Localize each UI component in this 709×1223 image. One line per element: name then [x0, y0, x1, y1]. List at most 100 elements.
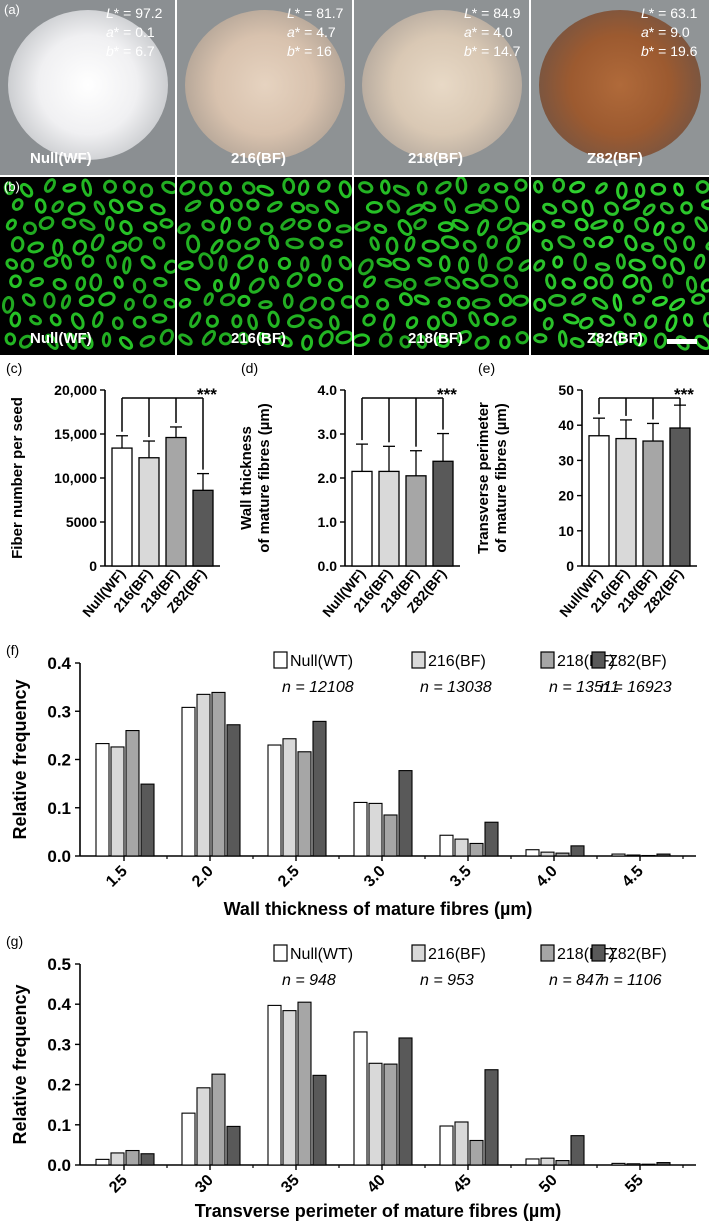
fibre-cell — [61, 254, 72, 270]
fibre-cell — [72, 239, 87, 256]
photo-null-wf: (a) L* = 97.2 a* = 0.1 b* = 6.7 Null(WF) — [0, 0, 175, 175]
bar — [110, 746, 125, 857]
fibre-cell — [338, 180, 352, 199]
sample-name: Z82(BF) — [587, 150, 643, 167]
fibre-cell — [515, 331, 529, 345]
legend-n: n = 1106 — [600, 972, 662, 989]
legend-swatch — [411, 944, 426, 962]
fibre-cell — [700, 278, 709, 293]
legend-swatch — [540, 944, 555, 962]
fibre-cell — [241, 181, 256, 195]
y-tick-label: 1.0 — [318, 514, 338, 530]
y-axis-label: Relative frequency — [10, 679, 30, 839]
fibre-cell — [440, 235, 460, 250]
fibre-cell — [19, 182, 34, 198]
panel-b-label: (b) — [4, 179, 20, 194]
bar — [353, 801, 368, 857]
fibre-cell — [613, 218, 624, 234]
fibre-cell — [282, 293, 294, 309]
y-tick-label: 0.4 — [47, 654, 71, 673]
bar — [439, 834, 454, 857]
fibre-cell — [111, 240, 128, 253]
a-value: 4.0 — [493, 24, 513, 40]
fibre-cell — [624, 234, 638, 252]
fibre-cell — [665, 314, 678, 333]
bar — [383, 814, 398, 857]
fibre-cell — [378, 332, 393, 348]
bar — [656, 1162, 671, 1166]
fibre-cell — [501, 315, 517, 327]
bar — [378, 470, 400, 567]
fibre-cell — [623, 312, 637, 327]
fibre-cell — [561, 199, 578, 214]
bar — [540, 1157, 555, 1166]
fibre-cell — [301, 334, 314, 351]
micrograph-null-wf: (b) Null(WF) — [0, 177, 175, 355]
l-value: 97.2 — [135, 5, 163, 21]
x-tick-label: 45 — [450, 1172, 475, 1197]
fibre-cell — [506, 235, 521, 253]
fibre-cell — [103, 179, 117, 194]
x-tick-label: 2.5 — [275, 863, 303, 891]
fibre-cell — [108, 198, 124, 215]
fibre-cell — [201, 219, 216, 232]
fibre-cell — [683, 235, 695, 251]
bar — [125, 730, 140, 857]
fibre-cell — [153, 276, 168, 288]
fibre-cell — [405, 316, 419, 330]
fibre-cell — [70, 312, 85, 330]
fibre-cell — [163, 297, 175, 309]
fibre-cell — [613, 330, 627, 346]
fibre-cell — [118, 335, 134, 350]
bar — [656, 853, 671, 857]
fibre-cell — [237, 294, 251, 307]
fibre-cell — [320, 296, 335, 311]
bar — [297, 751, 312, 857]
bar — [484, 821, 499, 857]
bar — [110, 1152, 125, 1166]
fibre-cell — [38, 216, 55, 231]
panel-label: (e) — [478, 360, 495, 376]
fibre-cell — [11, 198, 24, 211]
fibre-cell — [421, 239, 440, 253]
fibre-cell — [416, 180, 428, 196]
fibre-cell — [594, 262, 611, 272]
fibre-cell — [457, 256, 470, 274]
y-tick-label: 3.0 — [318, 426, 338, 442]
fibre-cell — [248, 277, 265, 294]
fibre-cell — [705, 239, 709, 251]
fibre-cell — [122, 180, 136, 194]
fibre-cell — [43, 292, 56, 309]
fibre-cell — [163, 259, 175, 274]
fibre-cell — [297, 218, 312, 231]
fibre-cell — [104, 215, 115, 232]
y-tick-label: 4.0 — [318, 382, 338, 398]
bar — [196, 693, 211, 857]
micrograph-z82-bf: Z82(BF) — [531, 177, 709, 355]
fibre-cell — [308, 318, 323, 330]
fibre-cell — [422, 201, 437, 213]
fibre-cell — [317, 179, 331, 193]
fibre-cell — [237, 331, 250, 346]
b-value: 6.7 — [135, 43, 155, 59]
significance-stars: *** — [437, 385, 457, 404]
fibre-cell — [444, 275, 461, 290]
y-tick-label: 0.1 — [47, 1116, 71, 1135]
fibre-cell — [512, 221, 529, 236]
fibre-cell — [280, 218, 296, 231]
fibre-cell — [462, 239, 477, 253]
fibre-cell — [533, 297, 547, 312]
fibre-cell — [259, 222, 274, 236]
fibre-cell — [404, 235, 416, 253]
fibre-cell — [426, 315, 440, 331]
fibre-cell — [669, 297, 686, 312]
fibre-cell — [695, 180, 709, 194]
fibre-cell — [27, 241, 45, 254]
legend-n: n = 12108 — [282, 679, 354, 696]
sample-name: 216(BF) — [231, 150, 287, 167]
fibre-cell — [9, 311, 22, 328]
fibre-cell — [355, 294, 369, 309]
fibre-cell — [504, 195, 520, 214]
fibre-cell — [219, 293, 236, 307]
bar — [626, 854, 641, 857]
